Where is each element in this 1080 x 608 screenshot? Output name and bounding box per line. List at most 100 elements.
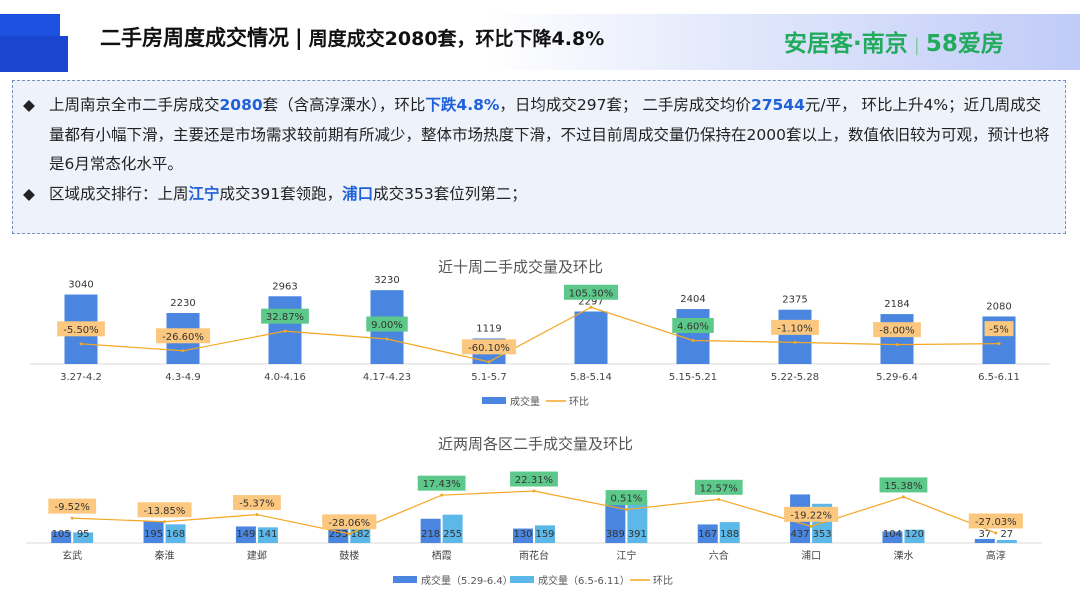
chart2-bar-this-week (442, 514, 463, 543)
chart2-legend-this-swatch (510, 576, 534, 583)
chart2-x-tick: 玄武 (62, 549, 82, 562)
chart1-bar-label: 3040 (68, 280, 93, 291)
chart1-x-tick: 5.8-5.14 (570, 372, 612, 383)
chart1-title: 近十周二手成交量及环比 (438, 258, 604, 276)
chart2-x-tick: 建邺 (247, 549, 267, 562)
chart2-line-point (717, 497, 721, 501)
summary-bullet-1: ◆ 上周南京全市二手房成交2080套（含高淳溧水），环比下跌4.8%，日均成交2… (23, 91, 1051, 180)
chart2-bar-label: 37 (978, 529, 991, 540)
chart2-line-point (70, 516, 74, 520)
chart1-line-label-bg (261, 308, 309, 324)
chart2-line-label-bg (417, 475, 466, 491)
chart1-line-label: -8.00% (879, 326, 914, 337)
chart2-line-label-bg (233, 495, 281, 511)
chart1-x-tick: 5.15-5.21 (669, 372, 717, 383)
highlight-district-2: 浦口 (342, 184, 374, 203)
chart2-bar-prev-week (974, 538, 995, 543)
chart1-legend-bar-label: 成交量 (510, 395, 540, 408)
chart2-bar-this-week (257, 527, 278, 543)
chart1-line-label-bg (563, 284, 619, 300)
text-segment: 套（含高淳溧水），环比 (262, 96, 426, 114)
chart1-line-label-bg (155, 328, 211, 344)
summary-box: ◆ 上周南京全市二手房成交2080套（含高淳溧水），环比下跌4.8%，日均成交2… (12, 80, 1066, 234)
chart1-legend-bar-swatch (482, 397, 506, 404)
chart1-x-tick: 5.22-5.28 (771, 372, 819, 383)
logo-partner: 58爱房 (925, 31, 1004, 57)
chart2-legend-prev-swatch (393, 576, 417, 583)
chart1-line-label: -60.10% (468, 343, 510, 354)
chart2-bar-label: 141 (258, 529, 277, 540)
chart2-bar-label: 130 (513, 529, 532, 540)
chart2-line-label-bg (48, 498, 97, 514)
chart1-line-label: 105.30% (569, 288, 614, 299)
chart2-line-label-bg (510, 471, 558, 487)
chart1-x-tick: 5.29-6.4 (876, 372, 918, 383)
chart2-line-point (994, 531, 998, 535)
chart1-line-label-bg (771, 319, 819, 335)
chart2-bar-label: 188 (720, 529, 739, 540)
chart2-bar-prev-week (235, 526, 256, 543)
chart2-line-label: 17.43% (423, 479, 461, 490)
chart2-line-label-bg (968, 513, 1023, 529)
chart2-line-point (901, 495, 905, 499)
bullet-1-text: 上周南京全市二手房成交2080套（含高淳溧水），环比下跌4.8%，日均成交297… (49, 91, 1051, 180)
chart2-line-label-bg (322, 514, 377, 530)
chart1-x-tick: 4.0-4.16 (264, 372, 306, 383)
chart1-line-point (793, 340, 797, 344)
text-segment: 区域成交排行：上周 (49, 184, 189, 203)
chart2-bar-prev-week (882, 531, 903, 543)
chart1-line-label: 4.60% (677, 321, 709, 332)
title-separator: | (295, 26, 303, 50)
title-sub: 周度成交2080套，环比下降4.8% (308, 28, 605, 50)
chart2-x-tick: 鼓楼 (339, 549, 359, 562)
chart2-bar-this-week (165, 524, 186, 543)
chart1-x-tick: 5.1-5.7 (471, 372, 506, 383)
chart1-line-label-bg (672, 317, 714, 333)
chart1-line-label-bg (873, 322, 921, 338)
chart2-bar-label: 437 (791, 529, 810, 540)
logo-divider: | (913, 35, 920, 56)
chart2-bar-prev-week (605, 499, 626, 543)
chart2-bar-label: 167 (698, 529, 717, 540)
chart2-line-label-bg (784, 506, 839, 522)
chart1-bar-label: 2230 (170, 298, 195, 309)
chart2-bar-prev-week (420, 518, 441, 543)
chart2-line-label: -19.22% (790, 510, 832, 521)
chart2-line-point (809, 524, 813, 528)
chart2-x-tick: 溧水 (893, 549, 913, 562)
chart2-bar-this-week (627, 499, 648, 543)
chart2-line-point (624, 508, 628, 512)
chart1-line-point (385, 337, 389, 341)
page-title: 二手房周度成交情况 | 周度成交2080套，环比下降4.8% (100, 22, 604, 52)
chart2-bar-this-week (73, 532, 94, 543)
chart1-line-label-bg (366, 316, 408, 332)
chart2-bar-label: 168 (166, 529, 185, 540)
logo-dot: · (853, 31, 862, 57)
chart2-bar-prev-week (143, 521, 164, 543)
chart2-line-label: -13.85% (144, 506, 186, 517)
chart1-line-point (487, 360, 491, 364)
district-volume-chart: 105 95 玄武 195 168 秦淮 149 141 建邺 253 182 鼓楼 218 255 栖霞 1… (26, 471, 1042, 587)
chart2-line-point (347, 532, 351, 536)
chart2-x-tick: 六合 (709, 549, 729, 562)
chart2-line-label-bg (694, 479, 743, 495)
chart2-line-label: 12.57% (700, 483, 738, 494)
chart1-line-label: -26.60% (162, 332, 204, 343)
chart2-line-label: -5.37% (239, 499, 274, 510)
chart1-line-label: 9.00% (371, 320, 403, 331)
chart1-line-label: 32.87% (266, 312, 304, 323)
chart2-legend-this-label: 成交量（6.5-6.11） (538, 574, 630, 587)
chart2-line-label: 22.31% (515, 475, 553, 486)
chart2-bar-label: 389 (606, 529, 625, 540)
chart1-line-point (181, 349, 185, 353)
chart1-line-point (895, 343, 899, 347)
chart1-line-label: -5% (989, 325, 1008, 336)
chart2-bar-label: 182 (351, 529, 370, 540)
header-gradient-band (0, 14, 1080, 70)
weekly-volume-chart: 3040 3.27-4.2 2230 4.3-4.9 2963 4.0-4.16 3230 4… (30, 276, 1050, 408)
chart2-x-tick: 秦淮 (155, 549, 175, 562)
highlight-total-deals: 2080 (219, 96, 263, 114)
chart1-legend-line-label: 环比 (569, 396, 589, 408)
chart2-line-label: 0.51% (610, 494, 642, 505)
text-segment: 成交391套领跑， (219, 184, 343, 203)
